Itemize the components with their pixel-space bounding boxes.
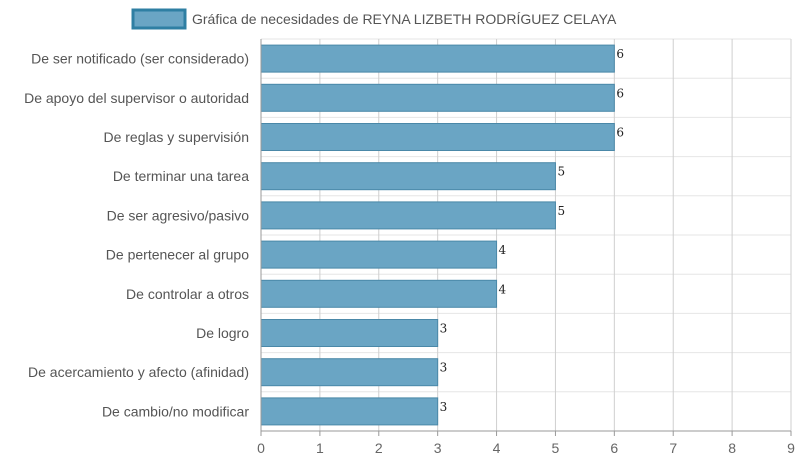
data-labels: 6 6 6 5 5 4 4 3 3 3 [440, 47, 624, 414]
x-tick-label: 2 [375, 440, 383, 456]
category-label: De acercamiento y afecto (afinidad) [28, 364, 249, 380]
data-label: 4 [499, 243, 507, 257]
data-label: 5 [557, 165, 565, 179]
data-label: 5 [557, 204, 565, 218]
legend[interactable]: Gráfica de necesidades de REYNA LIZBETH … [131, 8, 617, 30]
category-label: De controlar a otros [126, 286, 249, 302]
category-label: De reglas y supervisión [103, 129, 249, 145]
bar [260, 162, 556, 191]
data-label: 4 [499, 282, 507, 296]
category-label: De ser notificado (ser considerado) [31, 51, 249, 67]
x-tick-label: 5 [552, 440, 560, 456]
x-axis-ticks: 0 1 2 3 4 5 6 7 8 9 [257, 431, 795, 456]
category-label: De apoyo del supervisor o autoridad [24, 90, 249, 106]
data-label: 6 [616, 47, 624, 61]
x-tick-label: 4 [493, 440, 501, 456]
category-label: De pertenecer al grupo [106, 247, 249, 263]
data-label: 3 [440, 322, 448, 336]
x-tick-label: 3 [434, 440, 442, 456]
category-label: De logro [196, 325, 249, 341]
bar [260, 44, 615, 73]
bars [260, 44, 615, 426]
category-label: De cambio/no modificar [102, 403, 249, 419]
category-labels: De ser notificado (ser considerado) De ap… [24, 51, 249, 420]
bar [260, 319, 439, 347]
bar [260, 358, 439, 387]
x-tick-label: 1 [316, 440, 324, 456]
x-tick-label: 7 [669, 440, 677, 456]
data-label: 3 [440, 400, 448, 414]
bar [260, 83, 615, 112]
bar [260, 123, 615, 151]
x-tick-label: 0 [257, 440, 265, 456]
bar [260, 201, 556, 230]
data-label: 6 [616, 126, 624, 140]
legend-label: Gráfica de necesidades de REYNA LIZBETH … [192, 11, 617, 27]
data-label: 6 [616, 86, 624, 100]
x-tick-label: 8 [728, 440, 736, 456]
legend-swatch [131, 8, 187, 30]
x-tick-label: 9 [787, 440, 795, 456]
x-tick-label: 6 [610, 440, 618, 456]
category-label: De terminar una tarea [113, 168, 249, 184]
data-label: 3 [440, 361, 448, 375]
category-label: De ser agresivo/pasivo [107, 207, 250, 223]
bar [260, 240, 498, 269]
bar [260, 397, 439, 426]
bar [260, 279, 498, 308]
